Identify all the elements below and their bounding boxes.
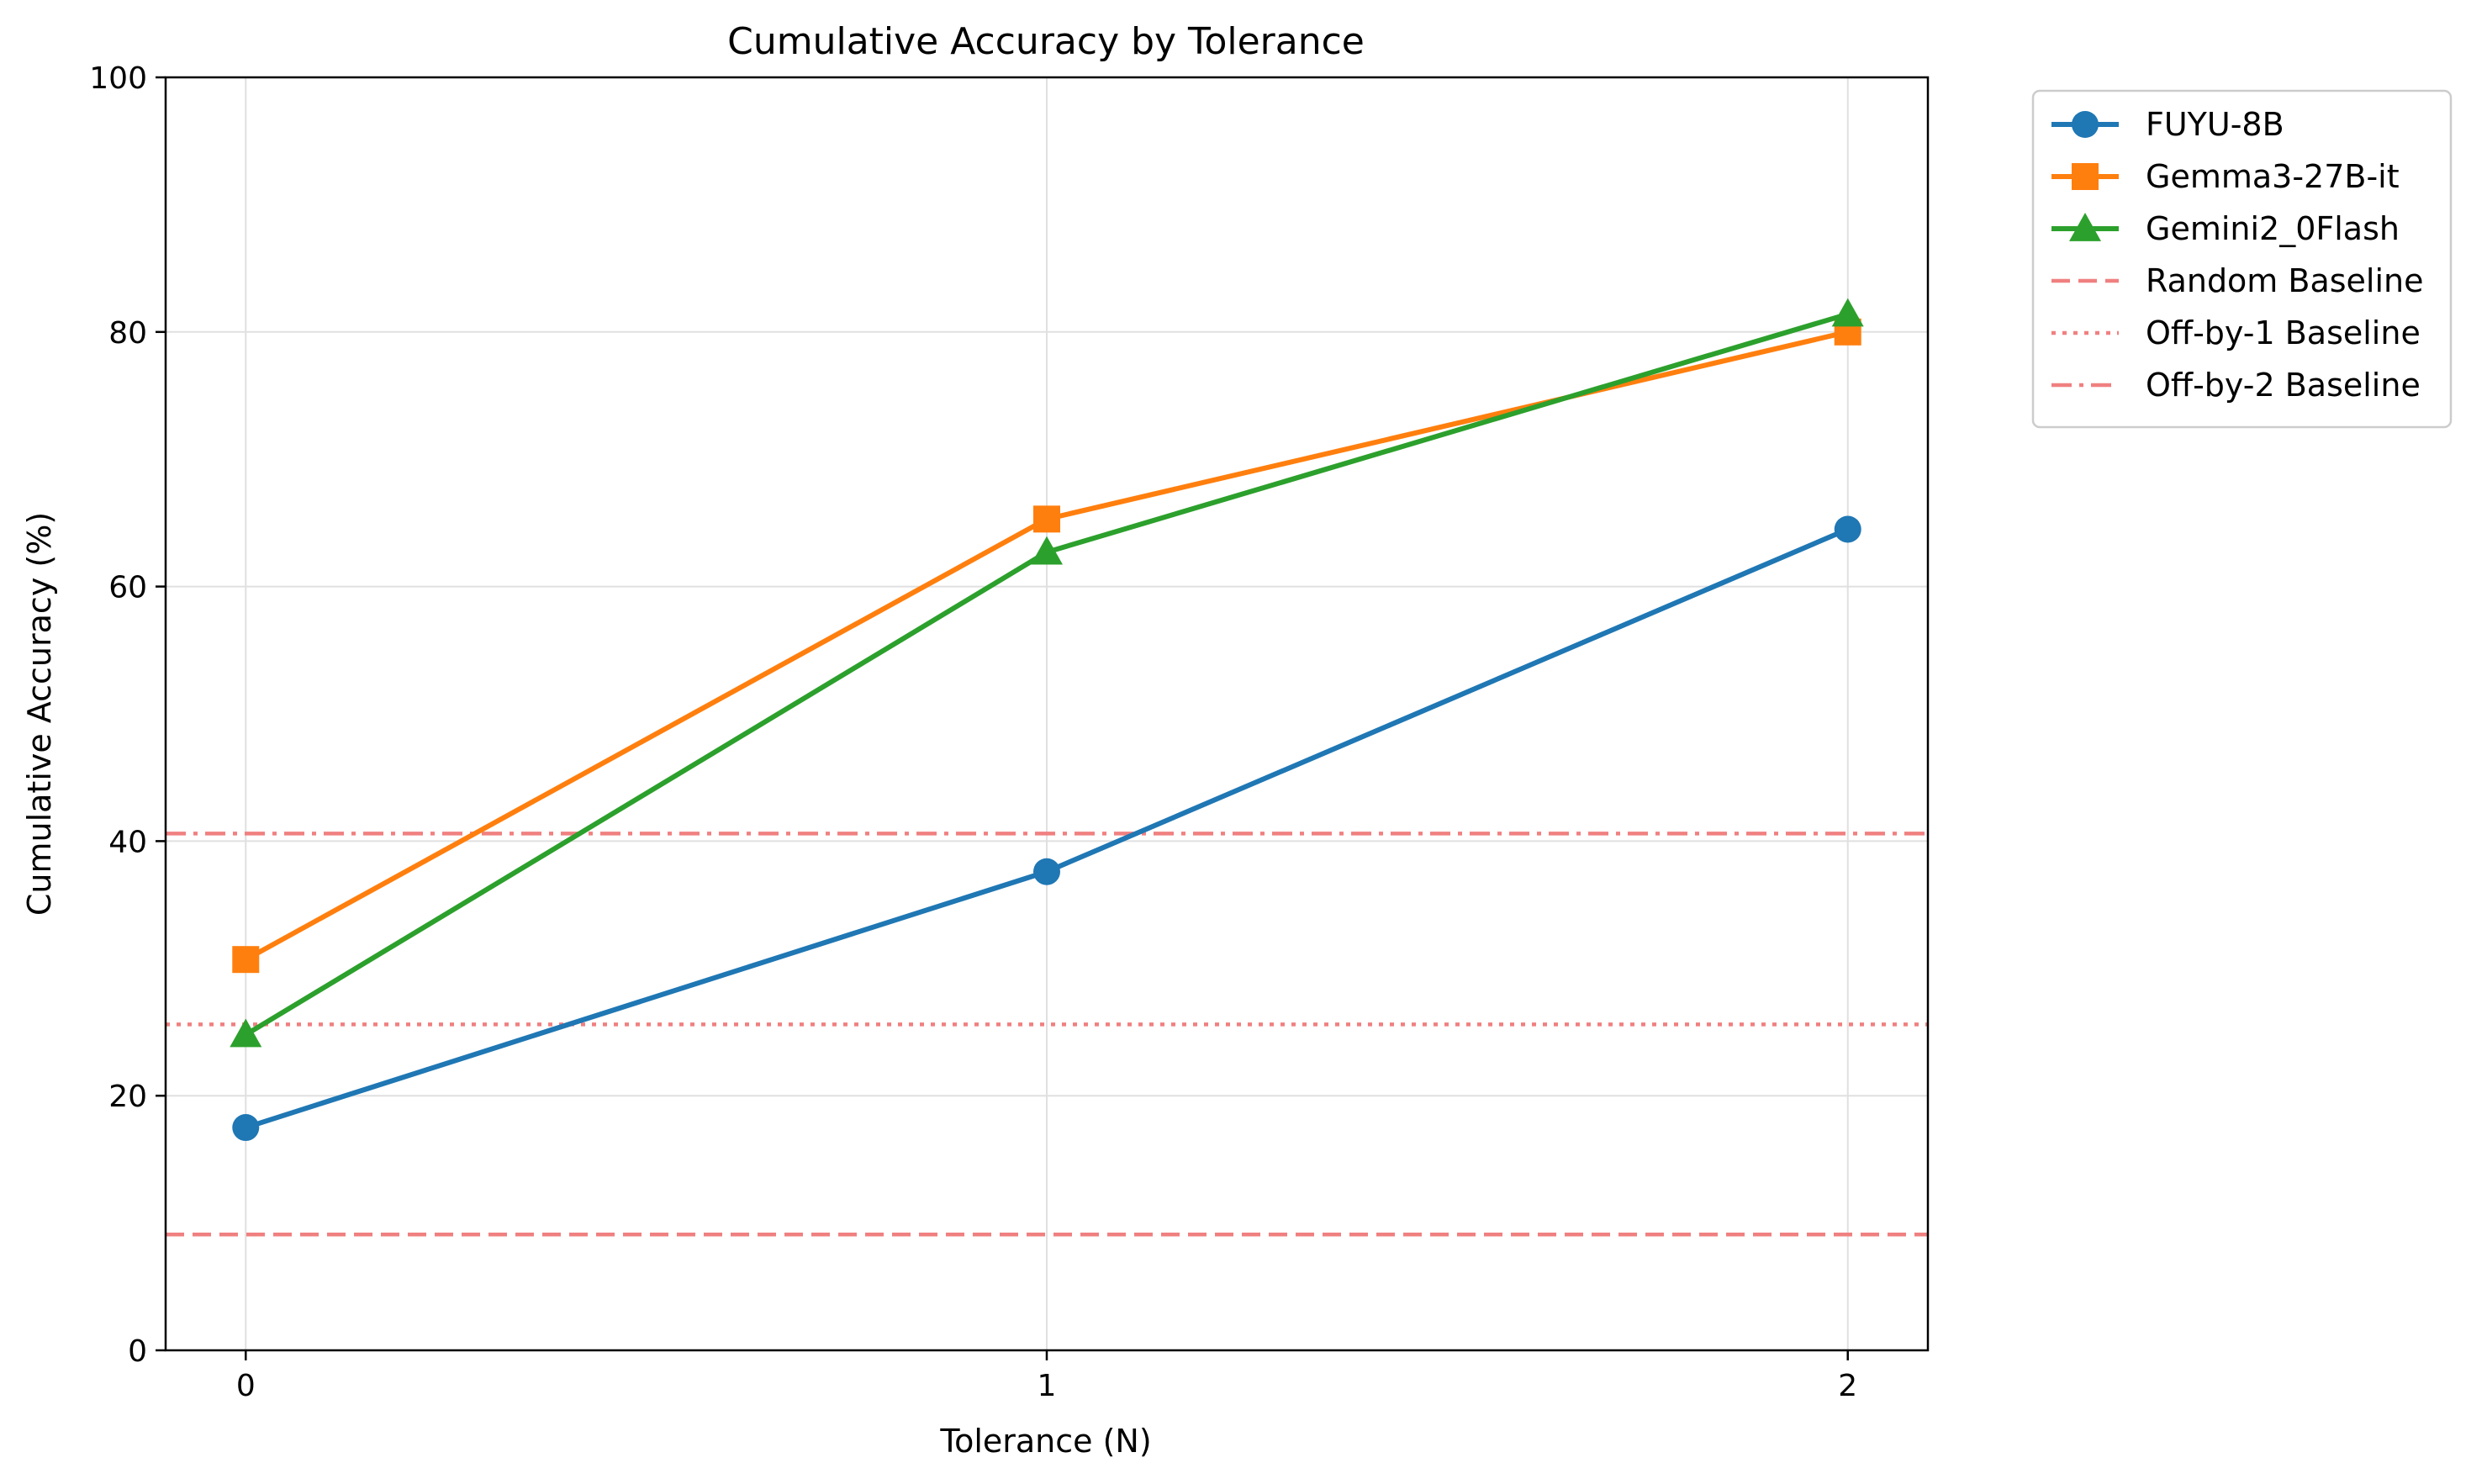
data-point [232, 946, 260, 974]
legend-item: Off-by-2 Baseline [2051, 367, 2421, 404]
legend-item: Gemini2_0Flash [2051, 210, 2400, 247]
legend-label: FUYU-8B [2146, 106, 2284, 143]
chart-title: Cumulative Accuracy by Tolerance [727, 20, 1365, 63]
legend-label: Random Baseline [2146, 262, 2424, 299]
series-Gemini2_0Flash [230, 298, 1864, 1048]
legend-label: Off-by-2 Baseline [2146, 367, 2421, 404]
legend-label: Gemini2_0Flash [2146, 210, 2400, 247]
x-axis-label: Tolerance (N) [939, 1423, 1151, 1460]
y-tick-label: 100 [89, 61, 147, 96]
x-tick-label: 1 [1038, 1369, 1057, 1403]
data-point [232, 1114, 260, 1142]
x-tick-label: 2 [1838, 1369, 1857, 1403]
data-point [1031, 536, 1063, 565]
y-axis: 0 20 40 60 80 100 [89, 61, 166, 1369]
grid [166, 77, 1928, 1351]
data-point [1033, 858, 1060, 885]
y-tick-label: 20 [108, 1080, 147, 1114]
legend-item: Gemma3-27B-it [2051, 158, 2400, 195]
data-point [2072, 111, 2099, 138]
legend: FUYU-8B Gemma3-27B-it Gemini2_0Flash Random… [2031, 89, 2453, 429]
series-FUYU-8B [232, 515, 1861, 1142]
series-layer [230, 298, 1864, 1142]
y-tick-label: 60 [108, 571, 147, 605]
legend-box [2031, 89, 2453, 429]
x-tick-label: 0 [236, 1369, 256, 1403]
data-point [1834, 515, 1861, 543]
legend-item: Random Baseline [2051, 262, 2424, 299]
legend-item: FUYU-8B [2051, 106, 2284, 143]
data-point [2072, 163, 2099, 190]
x-axis: 0 1 2 [236, 1350, 1857, 1403]
baselines [166, 832, 1928, 1237]
data-point [230, 1018, 262, 1048]
y-tick-label: 40 [108, 825, 147, 859]
data-point [2069, 213, 2101, 241]
y-tick-label: 80 [108, 316, 147, 351]
legend-item: Off-by-1 Baseline [2051, 314, 2421, 351]
y-tick-label: 0 [128, 1334, 147, 1369]
y-axis-label: Cumulative Accuracy (%) [21, 512, 58, 916]
data-point [1831, 298, 1864, 327]
legend-label: Off-by-1 Baseline [2146, 314, 2421, 351]
data-point [1033, 505, 1060, 533]
legend-label: Gemma3-27B-it [2146, 158, 2400, 195]
